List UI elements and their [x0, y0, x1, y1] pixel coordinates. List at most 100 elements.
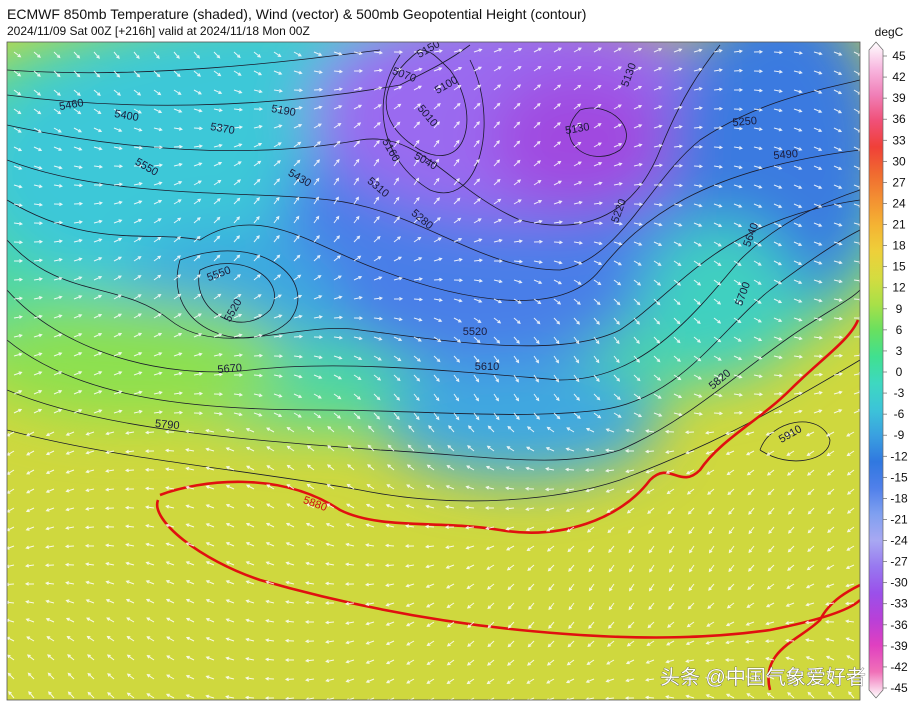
wind-arrow [346, 483, 355, 490]
wind-arrow [393, 336, 403, 342]
wind-arrow [185, 694, 195, 699]
wind-arrow [93, 313, 103, 319]
wind-arrow [669, 564, 675, 573]
wind-arrow [326, 464, 335, 471]
wind-arrow [133, 51, 140, 60]
wind-arrow [633, 412, 643, 418]
wind-arrow [185, 561, 195, 566]
wind-arrow [293, 234, 300, 243]
wind-arrow [326, 503, 335, 509]
wind-arrow [787, 526, 795, 534]
wind-arrow [253, 160, 262, 167]
wind-arrow [253, 124, 263, 129]
wind-arrow [25, 526, 35, 531]
wind-arrow [553, 141, 562, 148]
wind-arrow [473, 121, 480, 129]
wind-arrow [53, 108, 62, 115]
colorbar-tick-label: 15 [892, 260, 906, 274]
wind-arrow [385, 621, 395, 626]
wind-arrow [826, 673, 835, 680]
wind-arrow [406, 464, 415, 471]
wind-arrow [493, 393, 499, 402]
wind-arrow [173, 108, 183, 113]
wind-arrow [453, 336, 461, 343]
wind-arrow [84, 543, 95, 548]
wind-arrow [413, 177, 420, 186]
wind-arrow [126, 654, 135, 661]
wind-arrow [825, 583, 835, 588]
wind-arrow [513, 412, 520, 421]
wind-arrow [193, 313, 202, 319]
wind-arrow [613, 279, 622, 286]
wind-arrow [185, 429, 195, 434]
wind-arrow [484, 506, 495, 510]
wind-arrow [593, 241, 603, 246]
colorbar-tick-label: -24 [890, 534, 908, 548]
wind-arrow [673, 241, 683, 247]
wind-arrow [13, 165, 23, 170]
wind-arrow [805, 656, 815, 661]
wind-arrow [33, 239, 44, 244]
wind-arrow [745, 431, 755, 436]
wind-arrow [44, 563, 55, 568]
wind-arrow [313, 235, 320, 243]
wind-arrow [33, 184, 43, 189]
wind-arrow [7, 431, 15, 437]
wind-arrow [546, 659, 555, 666]
wind-arrow [433, 237, 442, 243]
wind-arrow [546, 697, 555, 700]
wind-arrow [507, 621, 515, 629]
wind-arrow [205, 523, 215, 528]
wind-arrow [304, 600, 315, 605]
wind-arrow [653, 143, 663, 148]
wind-arrow [345, 523, 355, 528]
wind-arrow [493, 198, 502, 205]
wind-arrow [673, 222, 683, 227]
wind-arrow [65, 488, 75, 493]
wind-arrow [365, 640, 375, 645]
wind-arrow [93, 371, 103, 376]
wind-arrow [573, 84, 582, 91]
wind-arrow [533, 219, 543, 224]
wind-arrow [668, 583, 675, 592]
wind-arrow [673, 412, 683, 417]
wind-arrow [133, 409, 143, 414]
wind-arrow [673, 260, 682, 267]
wind-arrow [593, 142, 602, 148]
wind-arrow [605, 448, 615, 453]
wind-arrow [593, 336, 600, 345]
wind-arrow [453, 197, 461, 205]
wind-arrow [568, 602, 575, 611]
wind-arrow [733, 222, 743, 228]
wind-arrow [765, 602, 775, 608]
wind-arrow [345, 542, 355, 547]
wind-arrow [607, 640, 615, 647]
wind-arrow [687, 602, 695, 610]
wind-arrow [273, 51, 282, 58]
wind-arrow [693, 106, 703, 110]
wind-arrow [45, 450, 55, 456]
wind-arrow [613, 355, 620, 364]
wind-arrow [205, 466, 215, 471]
wind-arrow [385, 523, 395, 528]
wind-arrow [408, 425, 415, 433]
wind-arrow [645, 677, 655, 682]
wind-arrow [513, 84, 522, 91]
wind-arrow [388, 425, 395, 433]
wind-arrow [345, 678, 355, 683]
wind-arrow [326, 483, 335, 490]
wind-arrow [266, 465, 275, 471]
wind-arrow [846, 469, 855, 476]
wind-arrow [213, 51, 221, 59]
wind-arrow [813, 354, 824, 359]
wind-arrow [265, 522, 275, 528]
wind-arrow [845, 619, 855, 624]
wind-arrow [613, 412, 622, 418]
wind-arrow [613, 221, 623, 226]
wind-arrow [225, 637, 235, 642]
wind-arrow [385, 659, 395, 665]
colorbar-tick-label: 3 [896, 344, 903, 358]
wind-arrow [146, 673, 155, 680]
wind-arrow [748, 507, 755, 515]
wind-arrow [25, 618, 35, 623]
